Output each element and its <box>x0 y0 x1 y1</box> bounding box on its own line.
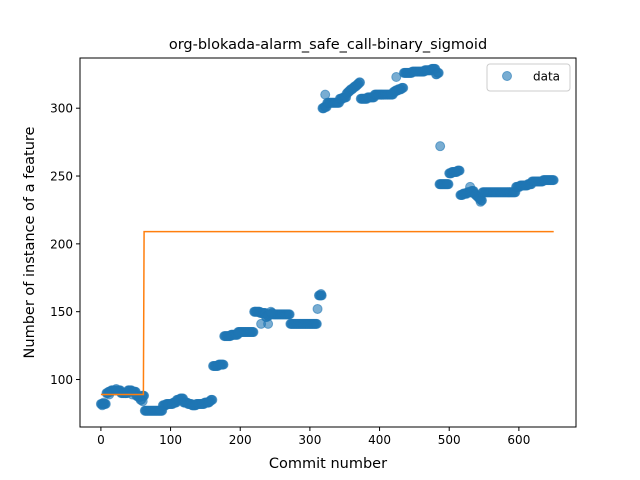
data-point <box>320 89 331 100</box>
data-point <box>137 396 148 407</box>
plot-frame <box>79 57 577 428</box>
y-tick-label: 100 <box>50 373 73 387</box>
legend-box <box>486 63 571 92</box>
x-tick-label: 0 <box>97 433 105 447</box>
data-point <box>263 318 274 329</box>
y-axis-label: Number of instance of a feature <box>22 126 38 358</box>
x-tick-label: 300 <box>298 433 321 447</box>
chart-title: org-blokada-alarm_safe_call-binary_sigmo… <box>169 37 487 53</box>
x-tick-label: 100 <box>159 433 182 447</box>
data-point <box>265 306 276 317</box>
x-tick-label: 500 <box>438 433 461 447</box>
data-point <box>355 77 366 88</box>
data-point <box>443 179 454 190</box>
fit-line <box>100 230 554 396</box>
data-point <box>316 289 327 300</box>
data-point <box>398 82 409 93</box>
legend: data <box>486 63 571 92</box>
data-point <box>433 67 444 78</box>
x-tick-label: 200 <box>229 433 252 447</box>
plot-area <box>79 57 577 428</box>
data-point <box>435 141 446 152</box>
data-point <box>284 309 295 320</box>
x-axis-ticks: 0 100 200 300 400 500 600 <box>97 427 530 447</box>
legend-label-data: data <box>533 70 560 84</box>
x-tick-label: 600 <box>507 433 530 447</box>
y-tick-label: 150 <box>50 305 73 319</box>
data-point <box>454 165 465 176</box>
y-axis-ticks: 100 150 200 250 300 <box>50 102 80 387</box>
data-point <box>465 181 476 192</box>
data-point <box>233 328 244 339</box>
data-point <box>248 327 259 338</box>
data-point <box>475 196 486 207</box>
data-point <box>111 384 122 395</box>
data-point <box>207 394 218 405</box>
data-point <box>218 359 229 370</box>
data-point <box>311 318 322 329</box>
y-tick-label: 300 <box>50 102 73 116</box>
y-tick-label: 250 <box>50 170 73 184</box>
legend-marker-data <box>502 71 512 81</box>
x-axis-label: Commit number <box>269 456 387 472</box>
data-point <box>391 71 402 82</box>
x-tick-label: 400 <box>368 433 391 447</box>
data-point <box>312 303 323 314</box>
data-point <box>98 397 109 408</box>
y-tick-label: 200 <box>50 237 73 251</box>
plot-background <box>80 58 576 427</box>
data-point <box>548 175 559 186</box>
fit-lines <box>100 230 554 396</box>
